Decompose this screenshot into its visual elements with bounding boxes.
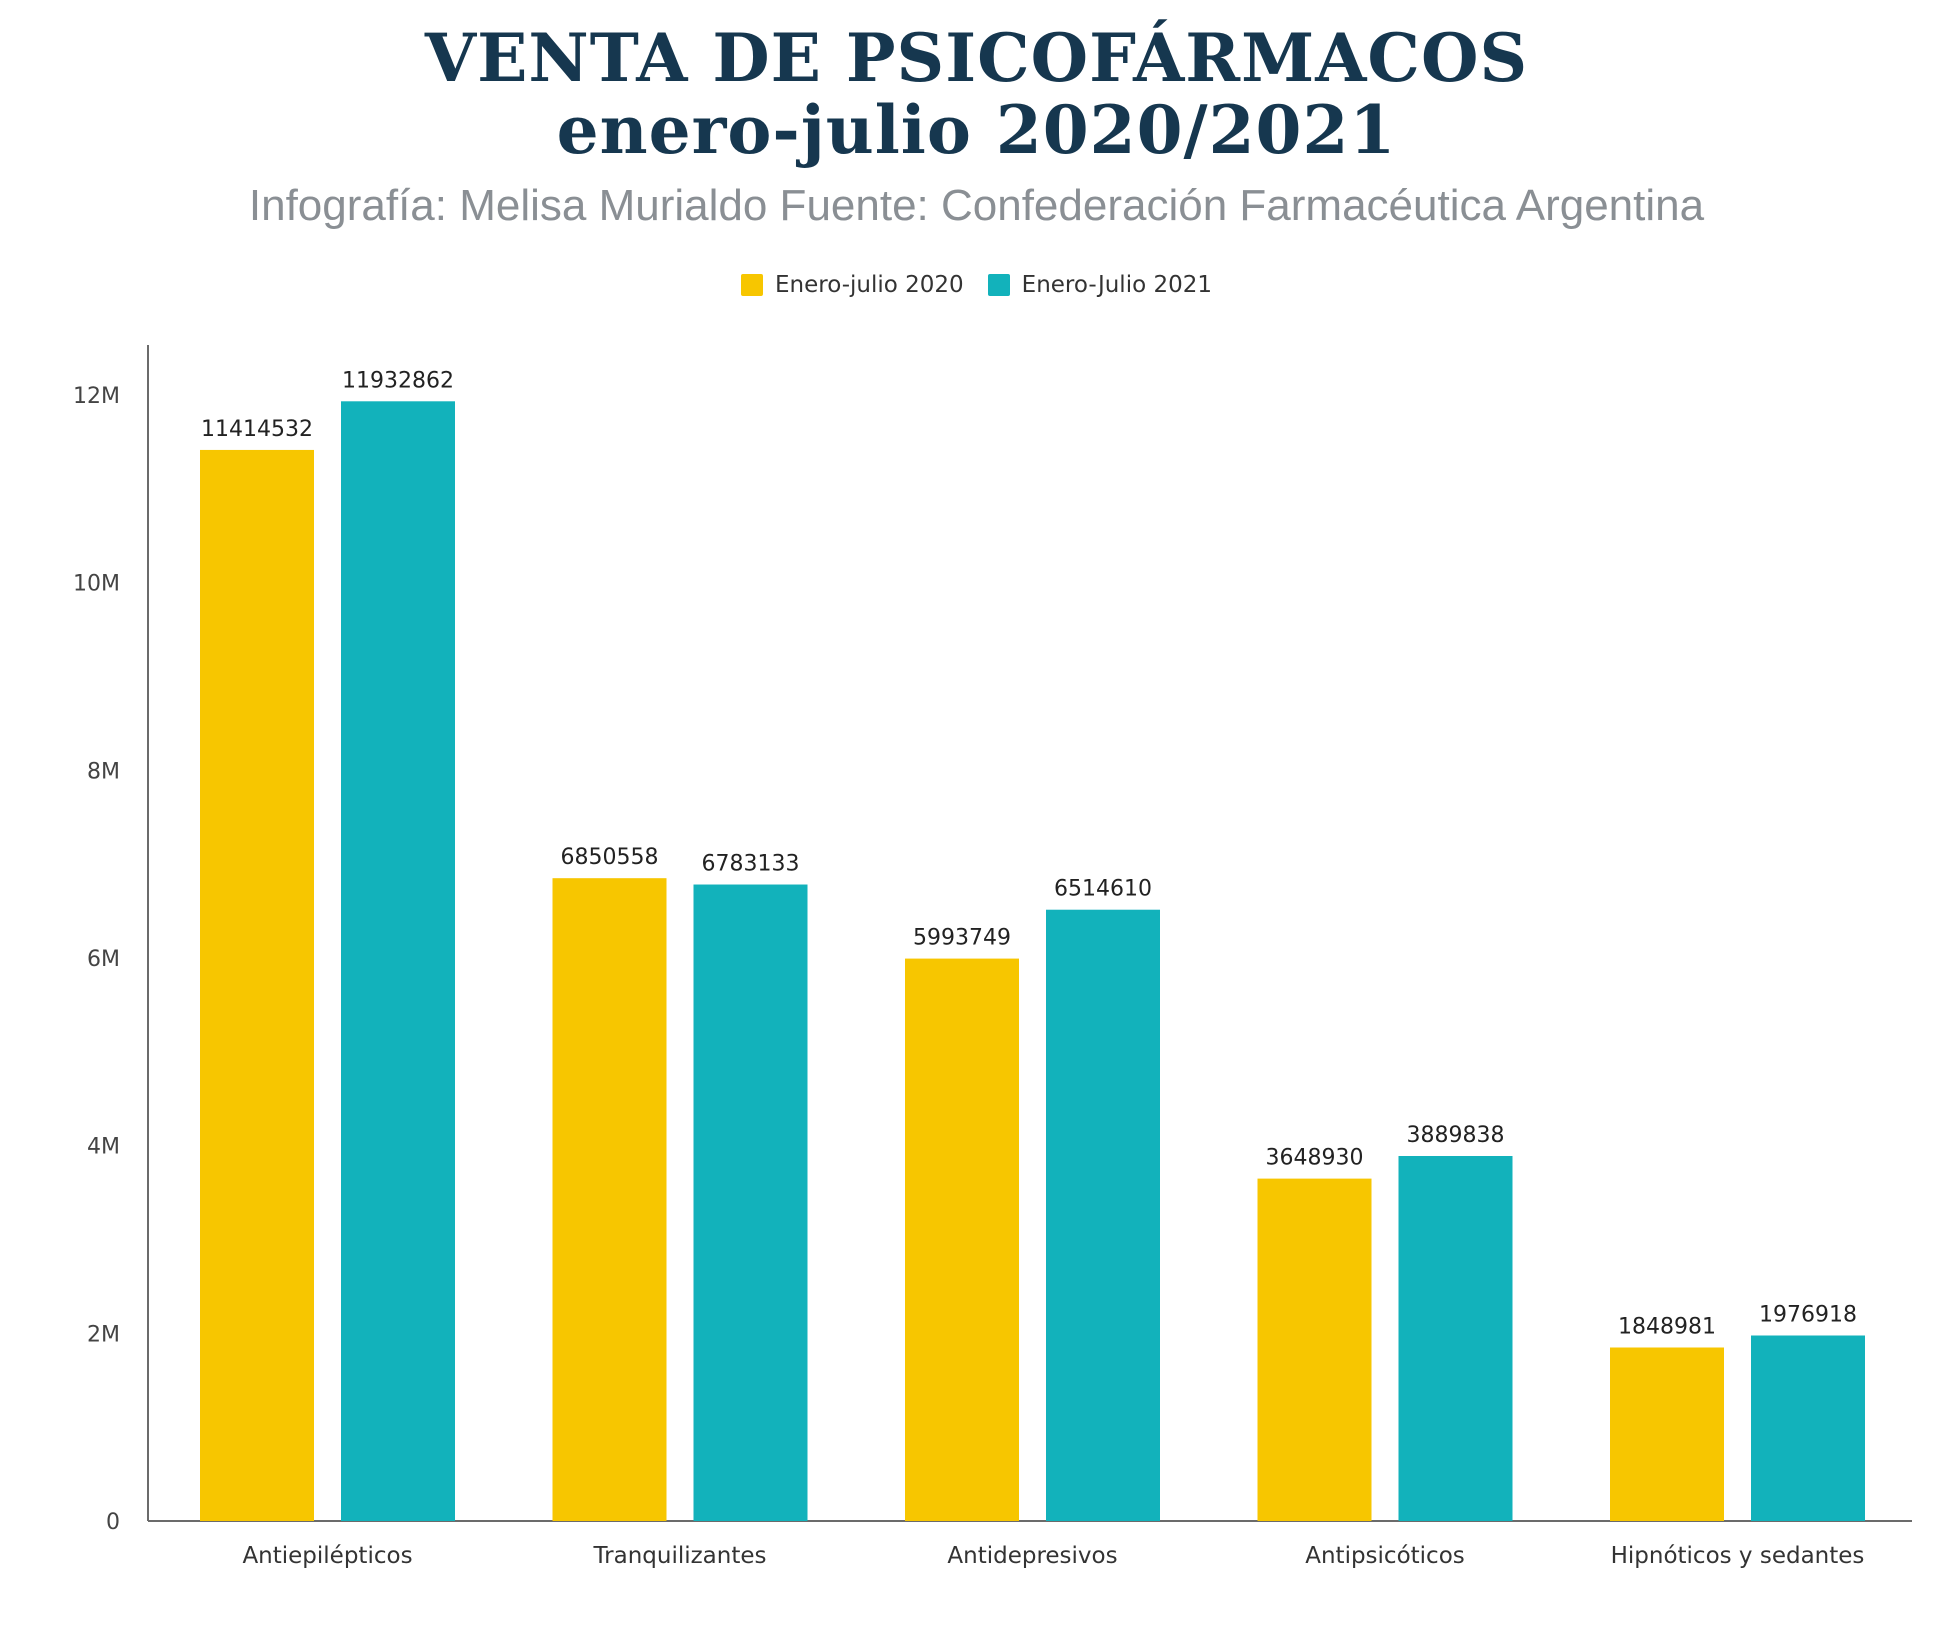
bar-value-label: 6783133 (702, 852, 800, 877)
bar-2021[interactable] (1398, 1156, 1513, 1521)
legend-item-2021[interactable]: Enero-Julio 2021 (987, 272, 1213, 298)
y-tick-label: 0 (106, 1510, 120, 1535)
chart-header: VENTA DE PSICOFÁRMACOS enero-julio 2020/… (0, 22, 1953, 232)
bar-value-label: 3648930 (1266, 1146, 1364, 1171)
bar-value-label: 11414532 (201, 417, 313, 442)
bar-value-label: 6850558 (561, 845, 659, 870)
bar-value-label: 11932862 (342, 368, 454, 393)
bar-2021[interactable] (1751, 1335, 1865, 1521)
legend-label-2020: Enero-julio 2020 (774, 272, 964, 298)
y-tick-label: 4M (87, 1135, 120, 1160)
legend: Enero-julio 2020 Enero-Julio 2021 (0, 272, 1953, 298)
bar-2021[interactable] (1046, 909, 1160, 1521)
bar-value-label: 1848981 (1618, 1315, 1716, 1340)
x-category-label: Antiepilépticos (242, 1543, 412, 1569)
legend-swatch-2021 (987, 274, 1010, 296)
y-tick-label: 8M (87, 759, 120, 784)
bar-2020[interactable] (905, 958, 1019, 1521)
bar-value-label: 3889838 (1407, 1123, 1505, 1148)
bar-2020[interactable] (552, 878, 667, 1521)
chart-title-line-1: VENTA DE PSICOFÁRMACOS (424, 19, 1529, 97)
bar-value-label: 6514610 (1054, 877, 1152, 902)
x-category-label: Hipnóticos y sedantes (1611, 1543, 1865, 1569)
y-tick-label: 10M (73, 572, 120, 597)
y-tick-label: 2M (87, 1322, 120, 1347)
legend-item-2020[interactable]: Enero-julio 2020 (740, 272, 964, 298)
bar-2021[interactable] (341, 401, 455, 1521)
x-category-label: Antipsicóticos (1305, 1543, 1465, 1569)
bar-value-label: 1976918 (1759, 1302, 1857, 1327)
bar-2020[interactable] (1257, 1178, 1372, 1521)
bar-value-label: 5993749 (913, 926, 1011, 951)
bar-2020[interactable] (200, 449, 314, 1521)
chart-subtitle: Infografía: Melisa Murialdo Fuente: Conf… (248, 181, 1705, 230)
legend-swatch-2020 (740, 274, 763, 296)
bar-2021[interactable] (693, 884, 808, 1521)
chart-title-line-2: enero-julio 2020/2021 (556, 91, 1397, 169)
legend-label-2021: Enero-Julio 2021 (1021, 272, 1213, 298)
y-tick-label: 6M (87, 947, 120, 972)
y-tick-label: 12M (73, 384, 120, 409)
bar-2020[interactable] (1610, 1347, 1724, 1521)
x-category-label: Antidepresivos (947, 1543, 1117, 1569)
x-category-label: Tranquilizantes (592, 1543, 766, 1569)
